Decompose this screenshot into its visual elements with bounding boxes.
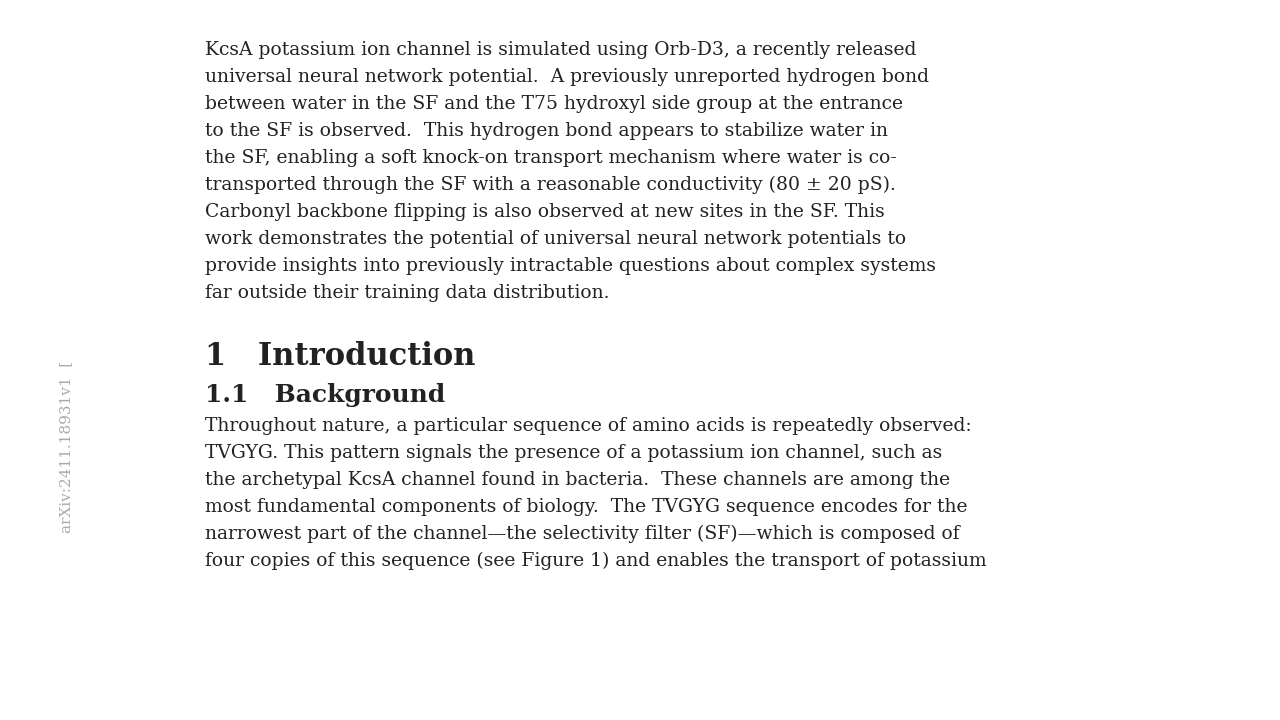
- Text: transported through the SF with a reasonable conductivity (80 ± 20 pS).: transported through the SF with a reason…: [205, 176, 896, 194]
- Text: provide insights into previously intractable questions about complex systems: provide insights into previously intract…: [205, 257, 936, 275]
- Text: to the SF is observed.  This hydrogen bond appears to stabilize water in: to the SF is observed. This hydrogen bon…: [205, 122, 888, 140]
- Text: 1.1   Background: 1.1 Background: [205, 383, 445, 407]
- Text: the archetypal KcsA channel found in bacteria.  These channels are among the: the archetypal KcsA channel found in bac…: [205, 471, 950, 489]
- Text: 1   Introduction: 1 Introduction: [205, 341, 475, 372]
- Text: TVGYG. This pattern signals the presence of a potassium ion channel, such as: TVGYG. This pattern signals the presence…: [205, 444, 942, 462]
- Text: four copies of this sequence (see Figure 1) and enables the transport of potassi: four copies of this sequence (see Figure…: [205, 552, 987, 570]
- Text: KcsA potassium ion channel is simulated using Orb-D3, a recently released: KcsA potassium ion channel is simulated …: [205, 41, 916, 59]
- Text: Throughout nature, a particular sequence of amino acids is repeatedly observed:: Throughout nature, a particular sequence…: [205, 417, 972, 435]
- Text: the SF, enabling a soft knock-on transport mechanism where water is co-: the SF, enabling a soft knock-on transpo…: [205, 149, 897, 167]
- Text: far outside their training data distribution.: far outside their training data distribu…: [205, 284, 609, 302]
- Text: between water in the SF and the T75 hydroxyl side group at the entrance: between water in the SF and the T75 hydr…: [205, 95, 902, 113]
- Text: most fundamental components of biology.  The TVGYG sequence encodes for the: most fundamental components of biology. …: [205, 498, 968, 516]
- Text: Carbonyl backbone flipping is also observed at new sites in the SF. This: Carbonyl backbone flipping is also obser…: [205, 203, 884, 221]
- Text: universal neural network potential.  A previously unreported hydrogen bond: universal neural network potential. A pr…: [205, 68, 929, 86]
- Text: arXiv:2411.18931v1  [: arXiv:2411.18931v1 [: [60, 360, 73, 533]
- Text: work demonstrates the potential of universal neural network potentials to: work demonstrates the potential of unive…: [205, 230, 906, 248]
- Text: narrowest part of the channel—the selectivity filter (SF)—which is composed of: narrowest part of the channel—the select…: [205, 525, 960, 544]
